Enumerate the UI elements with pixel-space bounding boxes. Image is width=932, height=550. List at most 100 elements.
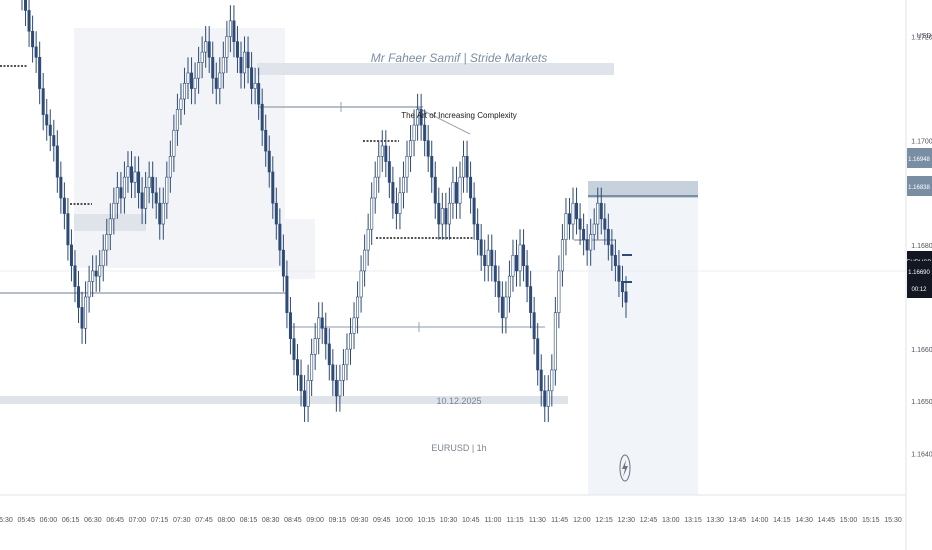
x-tick-label: 06:00 (40, 517, 58, 524)
x-tick-label: 08:00 (217, 517, 235, 524)
x-tick-label: 09:00 (306, 517, 324, 524)
candle-body (193, 77, 197, 89)
demand-zone-mid (285, 219, 315, 279)
candle-body (59, 176, 63, 199)
candle-body (140, 192, 144, 209)
candle-body (260, 103, 264, 131)
candle-body (253, 83, 257, 89)
candle-body (599, 202, 603, 220)
candle-body (412, 124, 416, 141)
candle-body (363, 249, 367, 272)
candle-body (433, 176, 437, 204)
candle-body (359, 270, 363, 298)
candle-body (348, 333, 352, 350)
candle-body (327, 343, 331, 366)
candle-body (179, 98, 183, 110)
x-tick-label: 15:15 (862, 517, 880, 524)
x-tick-label: 15:30 (884, 517, 902, 524)
lightning-icon[interactable] (619, 454, 631, 482)
x-tick-label: 13:00 (662, 517, 680, 524)
range-shade-left (74, 28, 285, 268)
candle-body (603, 218, 607, 230)
x-tick-label: 07:15 (151, 517, 169, 524)
x-tick-label: 13:30 (706, 517, 724, 524)
candle-body (557, 270, 561, 313)
x-tick-label: 06:15 (62, 517, 80, 524)
candle-body (225, 36, 229, 58)
candle-body (426, 140, 430, 157)
candle-body (232, 20, 236, 42)
candle-body (119, 187, 123, 199)
candle-body (281, 249, 285, 277)
candle-body (567, 213, 571, 225)
y-tick-label: 1.1640 (911, 451, 932, 458)
candle-body (84, 296, 88, 329)
candle-body (617, 265, 621, 282)
candle-body (73, 265, 77, 287)
candle-body (218, 72, 222, 89)
candle-body (483, 255, 487, 267)
candle-body (504, 296, 508, 319)
candle-body (168, 156, 172, 178)
candle-body (532, 312, 536, 339)
candle-body (624, 291, 628, 303)
candle-body (211, 57, 215, 79)
candle-body (144, 187, 148, 209)
x-tick-label: 05:30 (0, 517, 13, 524)
candle-body (204, 41, 208, 53)
candle-body (391, 182, 395, 204)
candle-body (613, 255, 617, 267)
candle-body (440, 208, 444, 225)
price-tag-bg (907, 278, 932, 298)
candle-body (560, 239, 564, 272)
candle-body (582, 228, 586, 240)
candle-body (384, 145, 388, 162)
candle-body (154, 192, 158, 204)
candle-body (112, 202, 116, 220)
candle-body (320, 317, 324, 329)
candle-body (271, 171, 275, 204)
candle-body (221, 57, 225, 74)
candle-body (278, 223, 282, 251)
candle-body (94, 270, 98, 277)
candle-body (529, 286, 533, 313)
candle-body (536, 338, 540, 371)
candle-body (405, 156, 409, 178)
x-tick-label: 14:30 (795, 517, 813, 524)
candle-body (543, 390, 547, 407)
x-tick-label: 07:45 (195, 517, 213, 524)
candle-body (497, 281, 501, 298)
candle-body (243, 51, 247, 74)
x-tick-label: 13:45 (729, 517, 747, 524)
candle-body (239, 57, 243, 74)
candle-body (27, 10, 31, 32)
candle-body (546, 390, 550, 407)
candle-body (518, 244, 522, 272)
candle-body (165, 176, 169, 204)
x-tick-label: 14:00 (751, 517, 769, 524)
x-tick-label: 10:30 (440, 517, 458, 524)
x-tick-label: 07:00 (129, 517, 147, 524)
candle-body (115, 187, 119, 204)
candle-body (292, 338, 296, 360)
candle-body (334, 380, 338, 397)
candle-body (479, 239, 483, 256)
x-tick-label: 15:00 (840, 517, 858, 524)
candle-body (235, 41, 239, 58)
candle-body (105, 234, 109, 251)
candle-body (437, 202, 441, 225)
candle-body (398, 192, 402, 214)
candle-body (41, 88, 45, 115)
candle-body (66, 213, 70, 246)
candle-body (228, 20, 232, 37)
candle-body (469, 176, 473, 199)
candle-body (175, 109, 179, 131)
x-tick-label: 12:15 (595, 517, 613, 524)
price-tag-label: 1.16948 (908, 157, 930, 163)
candle-body (515, 255, 519, 272)
price-tag-bg (907, 261, 932, 281)
x-tick-label: 13:15 (684, 517, 702, 524)
x-tick-label: 14:15 (773, 517, 791, 524)
candle-body (98, 265, 102, 277)
y-tick-label: 1.1680 (911, 243, 932, 250)
